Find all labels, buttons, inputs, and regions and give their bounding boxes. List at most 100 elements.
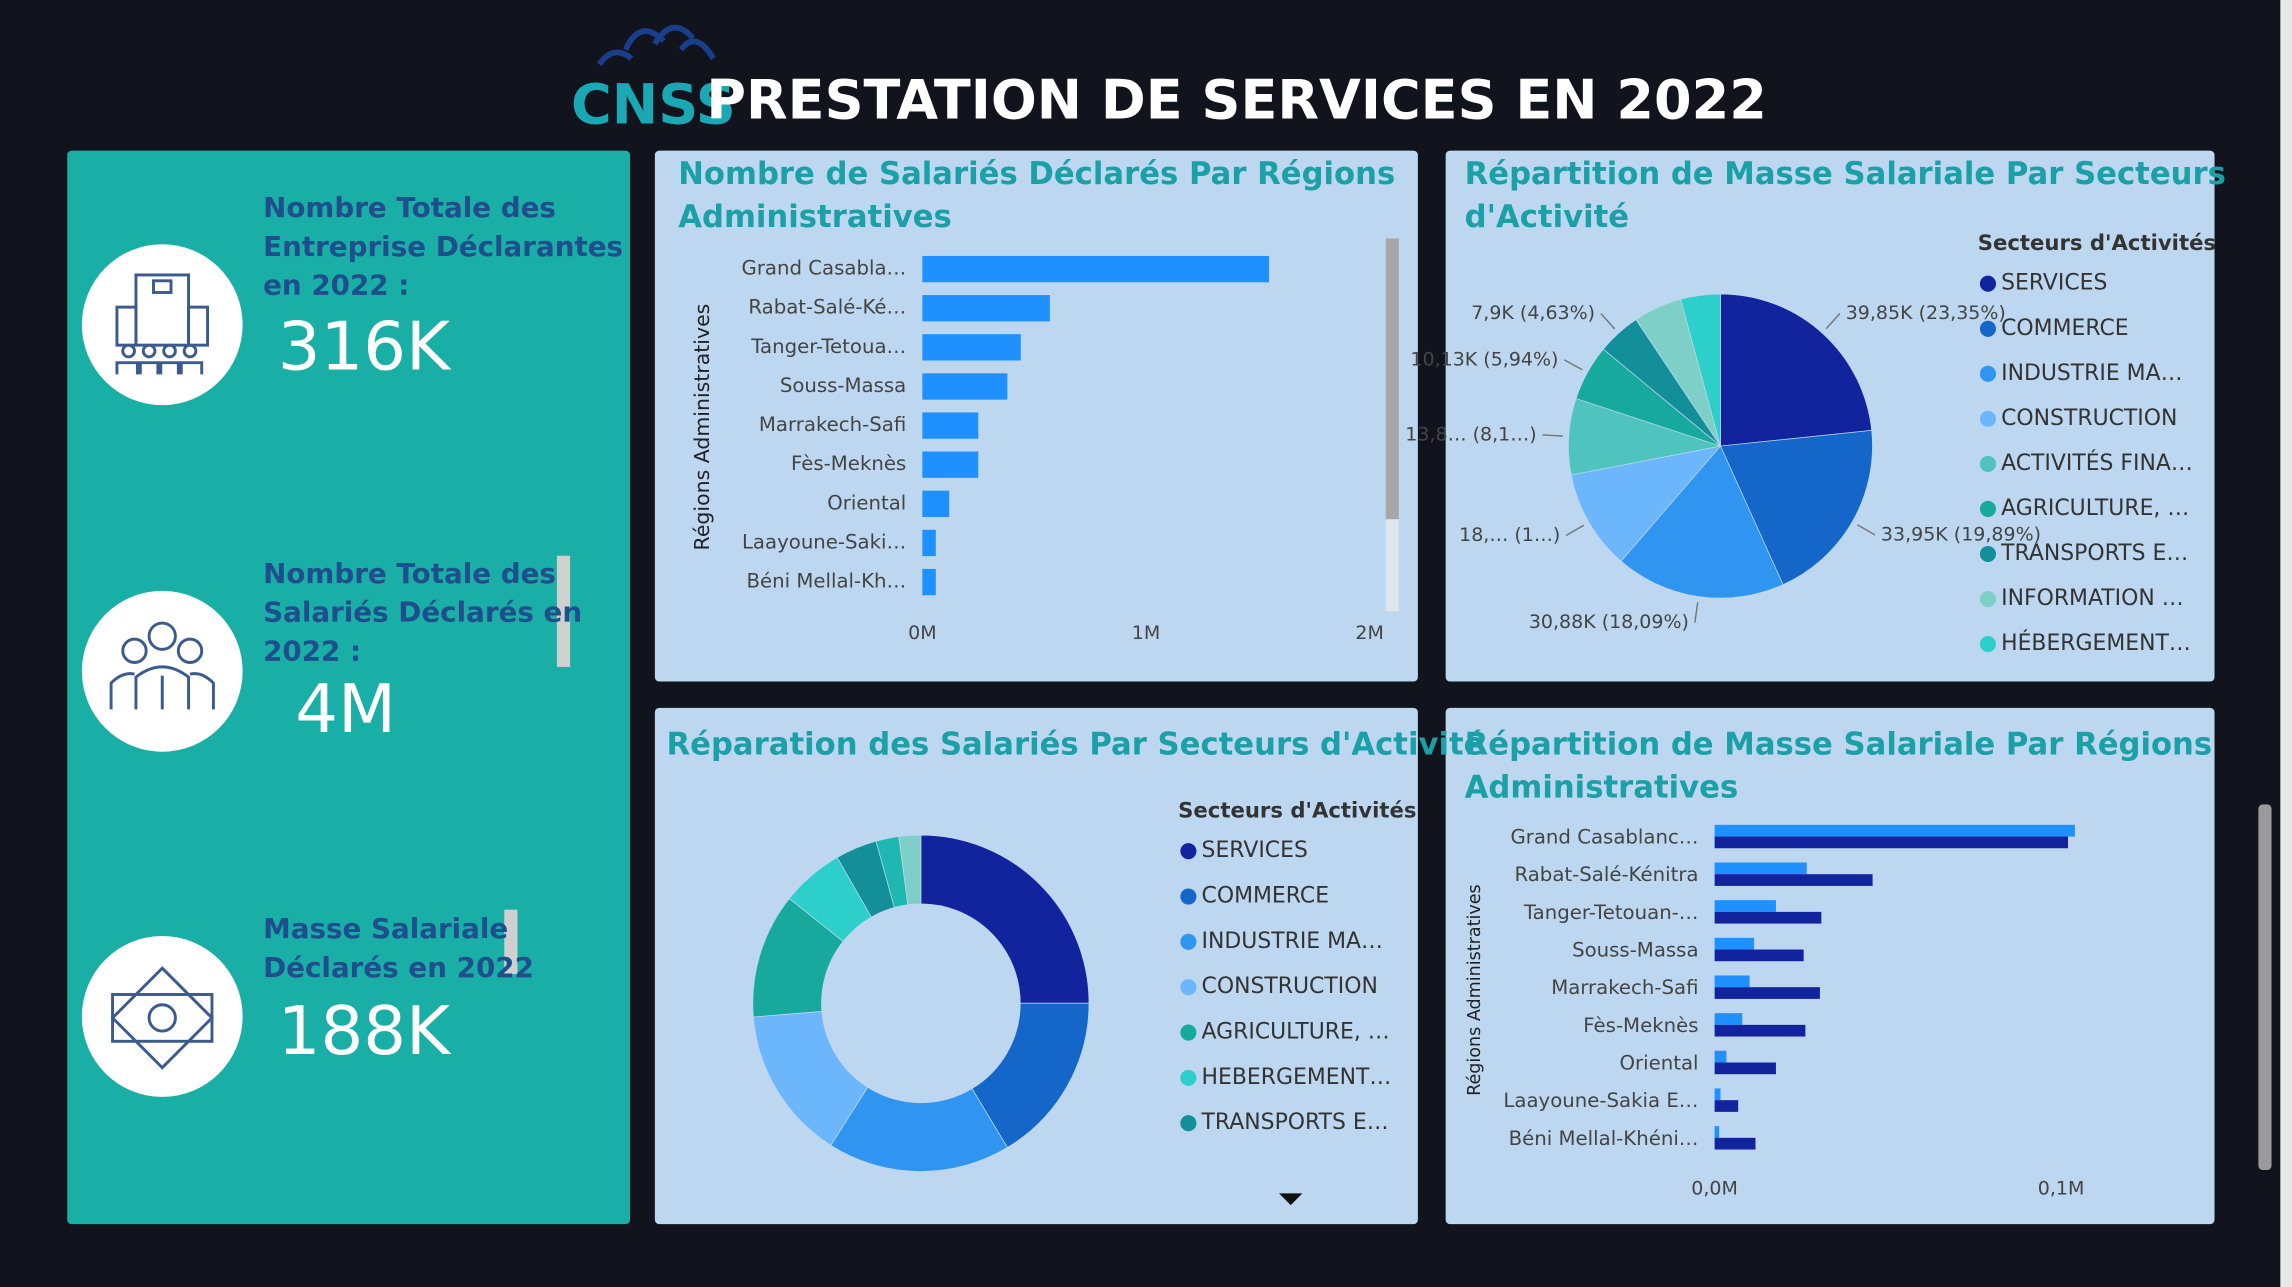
slice bbox=[898, 834, 922, 906]
legend-swatch bbox=[1180, 1069, 1197, 1086]
leader-line bbox=[1825, 313, 1841, 330]
legend-label: INDUSTRIE MA… bbox=[2001, 361, 2182, 386]
legend-swatch bbox=[1180, 933, 1197, 950]
data-label: 18,… (1…) bbox=[1459, 524, 1560, 546]
chart-title: Administratives bbox=[678, 200, 952, 235]
bar bbox=[922, 295, 1050, 322]
logo-text: CNSS bbox=[571, 72, 736, 137]
kpi-icon-bg bbox=[81, 244, 243, 406]
scroll-arrow[interactable] bbox=[1279, 1193, 1303, 1206]
legend-swatch bbox=[1979, 500, 1996, 517]
bar bbox=[1714, 900, 1776, 912]
legend-label: HÉBERGEMENT… bbox=[2001, 630, 2191, 656]
kpi-title: Nombre Totale des bbox=[263, 191, 556, 224]
y-tick-label: Marrakech-Safi bbox=[759, 413, 906, 436]
y-tick-label: Oriental bbox=[827, 491, 906, 514]
y-tick-label: Tanger-Tetoua… bbox=[750, 335, 906, 358]
kpi-icon-bg bbox=[81, 936, 243, 1097]
legend-swatch bbox=[1979, 636, 1996, 653]
data-label: 39,85K (23,35%) bbox=[1846, 302, 2006, 324]
y-tick-label: Souss-Massa bbox=[780, 374, 906, 397]
chart-title: d'Activité bbox=[1465, 200, 1629, 235]
bar bbox=[922, 334, 1021, 361]
bar bbox=[1714, 1013, 1743, 1025]
x-tick-label: 1M bbox=[1132, 622, 1160, 644]
bar bbox=[922, 255, 1270, 283]
legend-label: INDUSTRIE MA… bbox=[1202, 929, 1383, 954]
y-tick-label: Marrakech-Safi bbox=[1551, 976, 1698, 999]
data-label: 10,13K (5,94%) bbox=[1410, 348, 1558, 370]
bar bbox=[922, 490, 950, 517]
leader-line bbox=[1694, 602, 1699, 623]
legend-swatch bbox=[1979, 590, 1996, 608]
legend-swatch bbox=[1180, 979, 1197, 996]
chart-title: Nombre de Salariés Déclarés Par Régions bbox=[678, 157, 1395, 192]
data-label: 13,8… (8,1…) bbox=[1405, 423, 1536, 445]
legend-label: SERVICES bbox=[2001, 271, 2107, 296]
bar bbox=[922, 373, 1008, 400]
x-tick-label: 2M bbox=[1355, 622, 1383, 644]
bar bbox=[1714, 1137, 1756, 1150]
data-label: 33,95K (19,89%) bbox=[1881, 523, 2041, 545]
kpi-title: Déclarés en 2022 bbox=[263, 951, 534, 984]
bar bbox=[1714, 1088, 1721, 1101]
chart-title: Répartition de Masse Salariale Par Régio… bbox=[1465, 727, 2213, 762]
y-tick-label: Oriental bbox=[1620, 1051, 1699, 1074]
bar bbox=[1714, 949, 1804, 962]
bar bbox=[1714, 1100, 1739, 1112]
kpi-icon-bg bbox=[81, 590, 243, 752]
chart-title: Réparation des Salariés Par Secteurs d'A… bbox=[667, 727, 1485, 762]
y-tick-label: Béni Mellal-Khéni… bbox=[1509, 1127, 1699, 1150]
bar bbox=[1714, 911, 1822, 924]
slice bbox=[920, 834, 1090, 1004]
legend-swatch bbox=[1180, 1024, 1197, 1041]
kpi-title: Salariés Déclarés en bbox=[263, 596, 582, 629]
kpi-title: Nombre Totale des bbox=[263, 557, 556, 590]
legend-label: ACTIVITÉS FINA… bbox=[2001, 450, 2193, 476]
legend-swatch bbox=[1180, 843, 1197, 860]
kpi-title: Entreprise Déclarantes bbox=[263, 230, 623, 263]
leader-line bbox=[1856, 524, 1876, 536]
kpi-title: Masse Salariale bbox=[263, 912, 508, 945]
y-tick-label: Laayoune-Saki… bbox=[742, 530, 906, 553]
legend-swatch bbox=[1180, 888, 1197, 905]
y-axis-label: Régions Administratives bbox=[1465, 884, 1485, 1096]
legend-swatch bbox=[1979, 320, 1996, 337]
x-tick-label: 0,1M bbox=[2038, 1178, 2085, 1200]
logo-icon bbox=[596, 24, 716, 67]
money-icon bbox=[110, 966, 215, 1070]
people-icon bbox=[109, 621, 215, 710]
bar bbox=[1714, 862, 1807, 875]
slice bbox=[1680, 293, 1721, 447]
y-tick-label: Rabat-Salé-Ké… bbox=[748, 296, 906, 319]
legend-title: Secteurs d'Activités bbox=[1178, 798, 1416, 823]
window-edge bbox=[2280, 0, 2292, 1287]
legend-label: COMMERCE bbox=[1202, 884, 1330, 909]
bar bbox=[1714, 1024, 1806, 1037]
x-tick-label: 0M bbox=[908, 622, 936, 644]
slice bbox=[1720, 293, 1873, 447]
bar bbox=[922, 451, 979, 478]
data-label: 30,88K (18,09%) bbox=[1529, 611, 1689, 633]
y-tick-label: Fès-Meknès bbox=[1583, 1014, 1698, 1037]
bar bbox=[1714, 1126, 1720, 1138]
kpi-title: 2022 : bbox=[263, 634, 361, 667]
kpi-value: 188K bbox=[278, 992, 452, 1070]
leader-line bbox=[1600, 313, 1616, 330]
bar bbox=[1714, 937, 1755, 950]
bar bbox=[1714, 824, 2075, 837]
legend-swatch bbox=[1979, 410, 1996, 427]
x-tick-label: 0,0M bbox=[1691, 1178, 1738, 1200]
scroll-thumb[interactable] bbox=[1385, 238, 1399, 520]
legend-label: TRANSPORTS E… bbox=[1201, 1110, 1389, 1135]
scrollbar[interactable] bbox=[2258, 804, 2272, 1170]
kpi-bar bbox=[504, 909, 518, 975]
chart-panel bbox=[654, 150, 1418, 682]
bar bbox=[922, 568, 936, 596]
legend-swatch bbox=[1979, 365, 1996, 382]
legend-label: HEBERGEMENT… bbox=[1202, 1065, 1392, 1090]
y-axis-label: Régions Administratives bbox=[690, 304, 714, 551]
legend-swatch bbox=[1180, 1115, 1197, 1132]
building-icon bbox=[115, 273, 210, 375]
